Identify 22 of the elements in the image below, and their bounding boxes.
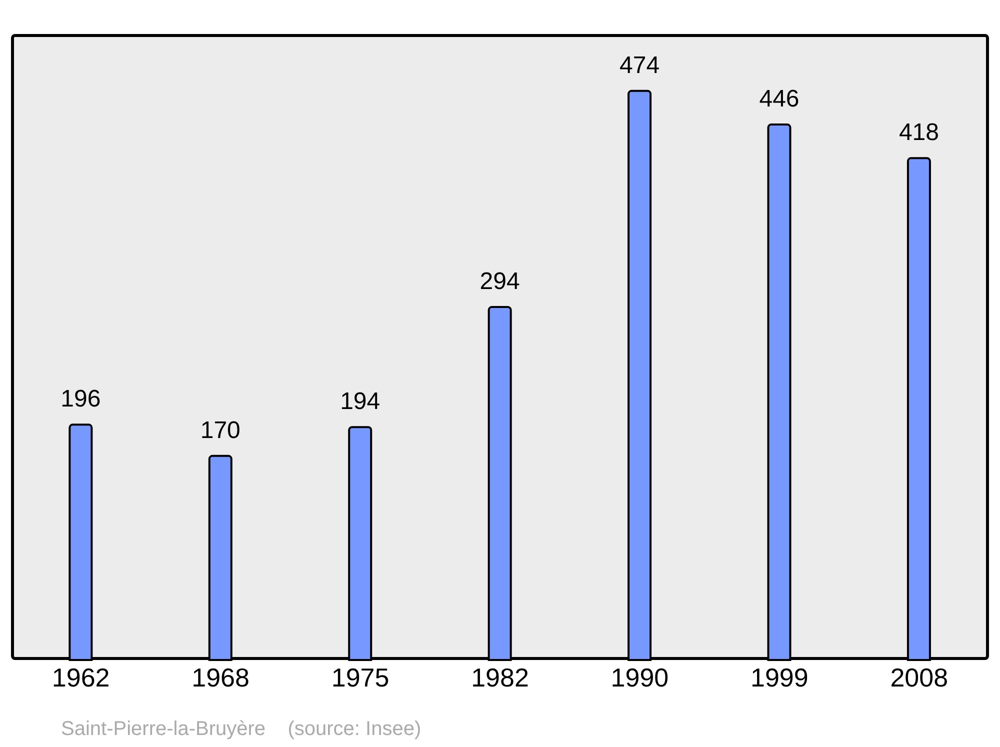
data-label: 474 — [620, 52, 660, 79]
x-tick-label: 1999 — [750, 662, 808, 692]
bar — [348, 426, 372, 661]
x-tick-label: 1962 — [52, 662, 110, 692]
bar — [488, 306, 512, 661]
data-label: 196 — [60, 386, 101, 413]
x-tick-label: 2008 — [890, 662, 948, 692]
bar — [68, 424, 93, 661]
x-tick-label: 1990 — [610, 662, 669, 692]
x-tick-label: 1982 — [471, 662, 529, 692]
text: Saint-Pierre-la-Bruyère (source: Insee) — [61, 718, 422, 741]
x-tick-label: 1968 — [192, 662, 250, 692]
bar — [628, 90, 652, 661]
x-tick-label: 1975 — [331, 662, 390, 692]
bar — [208, 454, 232, 661]
data-label: 446 — [759, 86, 800, 113]
data-label: 170 — [200, 416, 240, 444]
data-label: 194 — [340, 388, 380, 416]
data-label: 294 — [480, 268, 520, 296]
data-label: 418 — [898, 119, 939, 146]
bar — [767, 124, 792, 661]
bar — [906, 157, 931, 661]
